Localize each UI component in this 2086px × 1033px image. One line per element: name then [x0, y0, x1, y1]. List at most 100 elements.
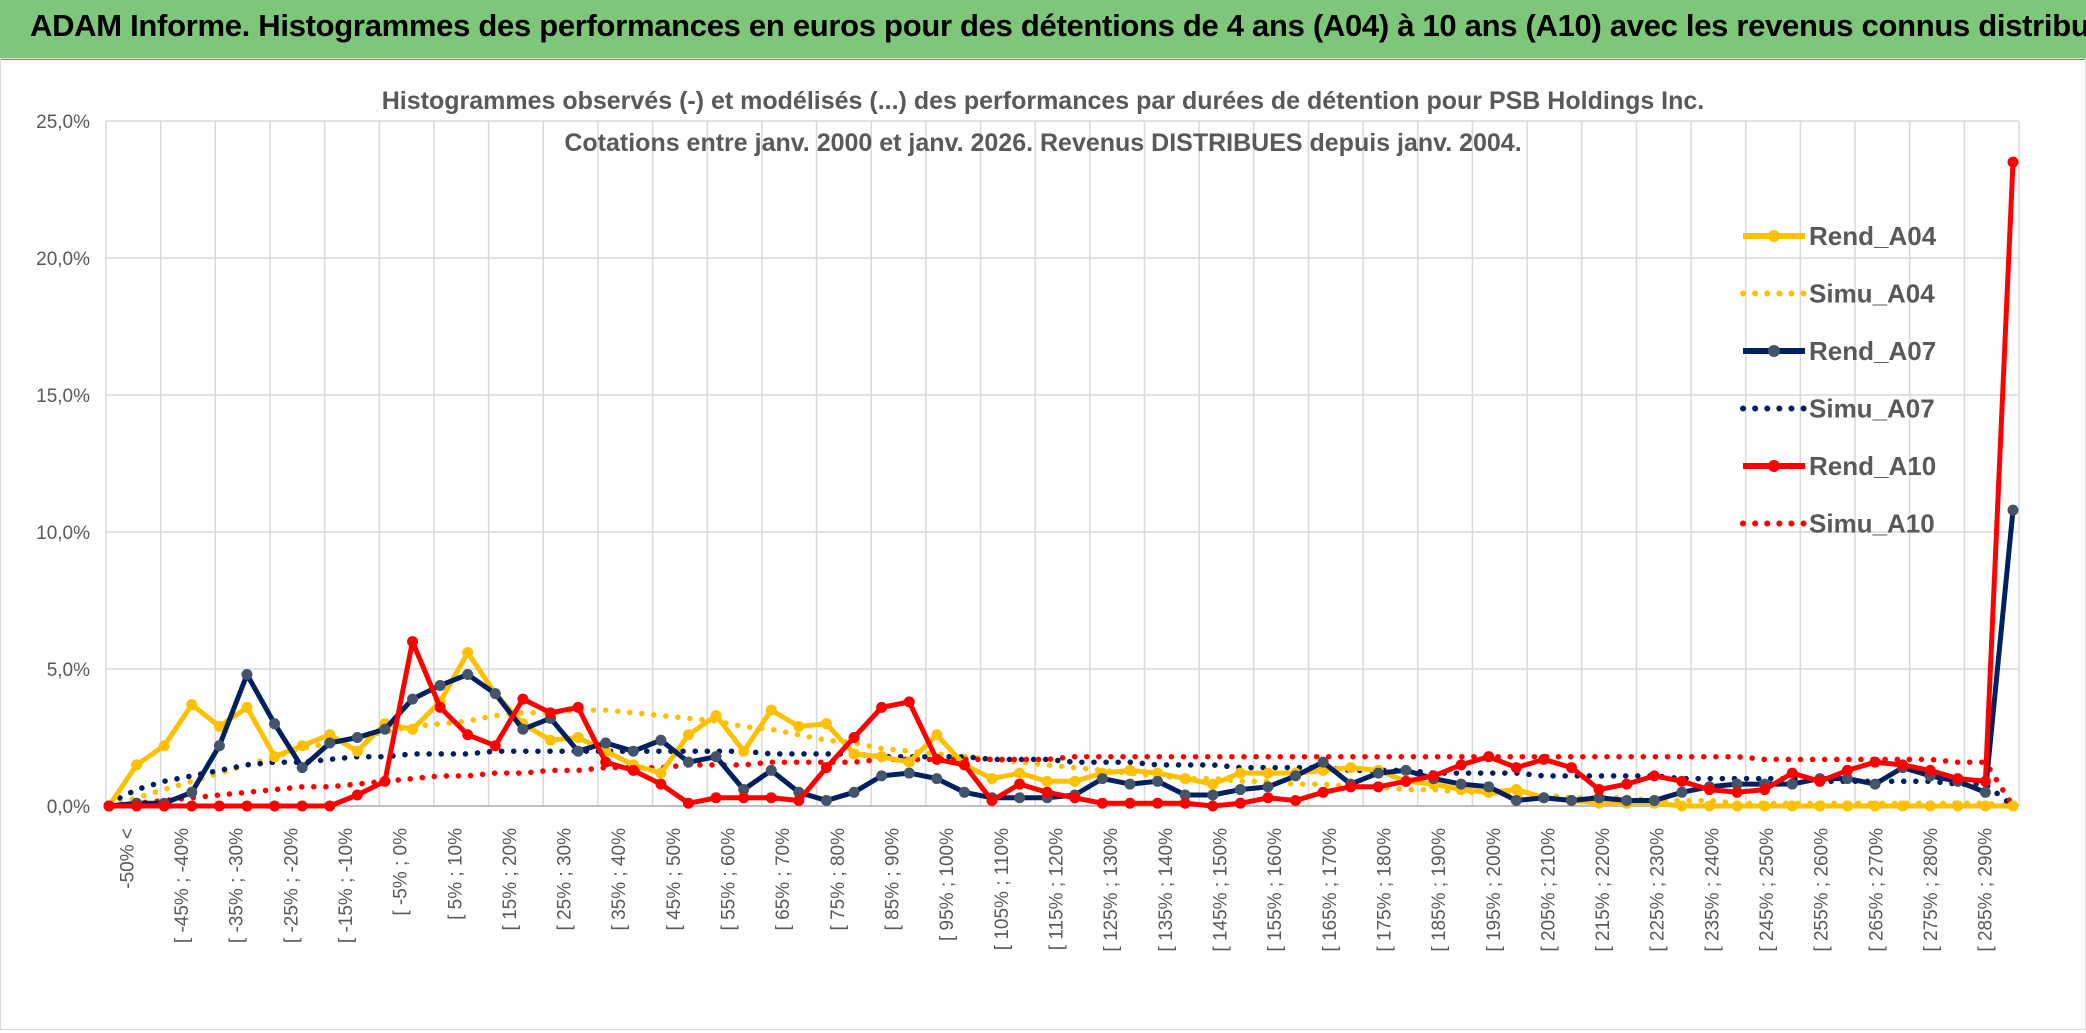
- data-point: [848, 732, 860, 743]
- legend-marker: [1768, 460, 1780, 472]
- data-point: [682, 756, 694, 768]
- data-point: [1234, 784, 1246, 796]
- data-point: [351, 745, 363, 757]
- data-point: [1234, 767, 1246, 779]
- legend-label: Simu_A04: [1809, 279, 1935, 309]
- data-point: [627, 764, 639, 776]
- data-point: [1455, 759, 1467, 771]
- x-tick-label: [ 265% ; 270%: [1866, 828, 1887, 952]
- data-point: [296, 800, 308, 812]
- data-point: [931, 773, 943, 785]
- data-point: [1014, 767, 1026, 779]
- x-tick-label: [ -45% ; -40%: [172, 828, 193, 943]
- data-point: [1759, 784, 1771, 796]
- data-point: [738, 745, 750, 757]
- data-point: [1124, 778, 1136, 790]
- data-point: [765, 704, 777, 716]
- data-point: [600, 737, 612, 749]
- data-point: [1676, 800, 1688, 812]
- series-simu_a10: [106, 753, 2016, 809]
- data-point: [1565, 795, 1577, 807]
- data-point: [1952, 800, 1964, 812]
- data-point: [158, 800, 170, 812]
- data-point: [1400, 775, 1412, 787]
- data-point: [1621, 795, 1633, 807]
- data-point: [1234, 797, 1246, 809]
- data-point: [1207, 800, 1219, 812]
- data-point: [1345, 781, 1357, 793]
- data-point: [2007, 504, 2019, 516]
- data-point: [1179, 773, 1191, 785]
- data-point: [876, 751, 888, 763]
- gridlines: [105, 120, 2020, 807]
- data-point: [241, 701, 253, 713]
- legend-item-simu_a07: Simu_A07: [1740, 394, 1935, 424]
- x-tick-label: [ 165% ; 170%: [1320, 828, 1341, 952]
- legend-marker: [1768, 345, 1780, 357]
- data-point: [186, 786, 198, 798]
- data-point: [1400, 764, 1412, 776]
- legend: Rend_A04 Simu_A04 Rend_A07 Simu_A07 Rend_A10…: [1740, 221, 1937, 539]
- data-point: [1317, 786, 1329, 798]
- data-point: [2007, 800, 2019, 812]
- y-tick-label: 10,0%: [36, 523, 90, 544]
- legend-label: Rend_A04: [1809, 221, 1937, 251]
- data-point: [269, 718, 281, 730]
- x-tick-label: [ 25% ; 30%: [555, 828, 576, 931]
- data-point: [1510, 795, 1522, 807]
- data-point: [103, 800, 115, 812]
- data-point: [296, 762, 308, 774]
- x-tick-label: [ -25% ; -20%: [281, 828, 302, 943]
- data-point: [820, 795, 832, 807]
- data-point: [986, 795, 998, 807]
- data-point: [1731, 778, 1743, 790]
- data-point: [655, 734, 667, 746]
- x-tick-label: [ 255% ; 260%: [1812, 828, 1833, 952]
- data-point: [296, 740, 308, 752]
- x-tick-label: [ 185% ; 190%: [1429, 828, 1450, 952]
- series-layer: [103, 156, 2019, 812]
- x-tick-label: [ 235% ; 240%: [1702, 828, 1723, 952]
- data-point: [379, 775, 391, 787]
- data-point: [269, 800, 281, 812]
- data-point: [1207, 789, 1219, 801]
- data-point: [269, 751, 281, 763]
- data-point: [1814, 775, 1826, 787]
- data-point: [1841, 800, 1853, 812]
- series-simu_a04: [106, 707, 2016, 809]
- data-point: [462, 647, 474, 659]
- data-point: [1152, 767, 1164, 779]
- x-tick-label: [ 175% ; 180%: [1374, 828, 1395, 952]
- data-point: [876, 770, 888, 782]
- series-line: [106, 650, 2013, 809]
- data-point: [1731, 786, 1743, 798]
- data-point: [1841, 773, 1853, 785]
- data-point: [1069, 792, 1081, 804]
- y-tick-label: 5,0%: [47, 660, 90, 681]
- x-tick-label: [ 215% ; 220%: [1593, 828, 1614, 952]
- data-point: [820, 762, 832, 774]
- data-point: [517, 693, 529, 705]
- x-tick-label: [ 15% ; 20%: [500, 828, 521, 931]
- data-point: [1510, 784, 1522, 796]
- x-tick-label: [ 65% ; 70%: [773, 828, 794, 931]
- data-point: [848, 748, 860, 760]
- x-tick-label: [ -5% ; 0%: [391, 828, 412, 916]
- data-point: [1317, 764, 1329, 776]
- data-point: [1262, 767, 1274, 779]
- data-point: [1952, 773, 1964, 785]
- x-tick-label: [ 105% ; 110%: [992, 828, 1013, 950]
- data-point: [517, 723, 529, 735]
- data-point: [324, 737, 336, 749]
- data-point: [1703, 784, 1715, 796]
- data-point: [1152, 775, 1164, 787]
- data-point: [1621, 778, 1633, 790]
- data-point: [931, 729, 943, 741]
- data-point: [1290, 770, 1302, 782]
- legend-label: Simu_A07: [1809, 394, 1935, 424]
- data-point: [158, 740, 170, 752]
- data-point: [213, 800, 225, 812]
- chart-area: 0,0% 5,0% 10,0% 15,0% 20,0% 25,0% -50% < [ -45%…: [0, 58, 2086, 1030]
- data-point: [903, 756, 915, 768]
- data-point: [462, 668, 474, 680]
